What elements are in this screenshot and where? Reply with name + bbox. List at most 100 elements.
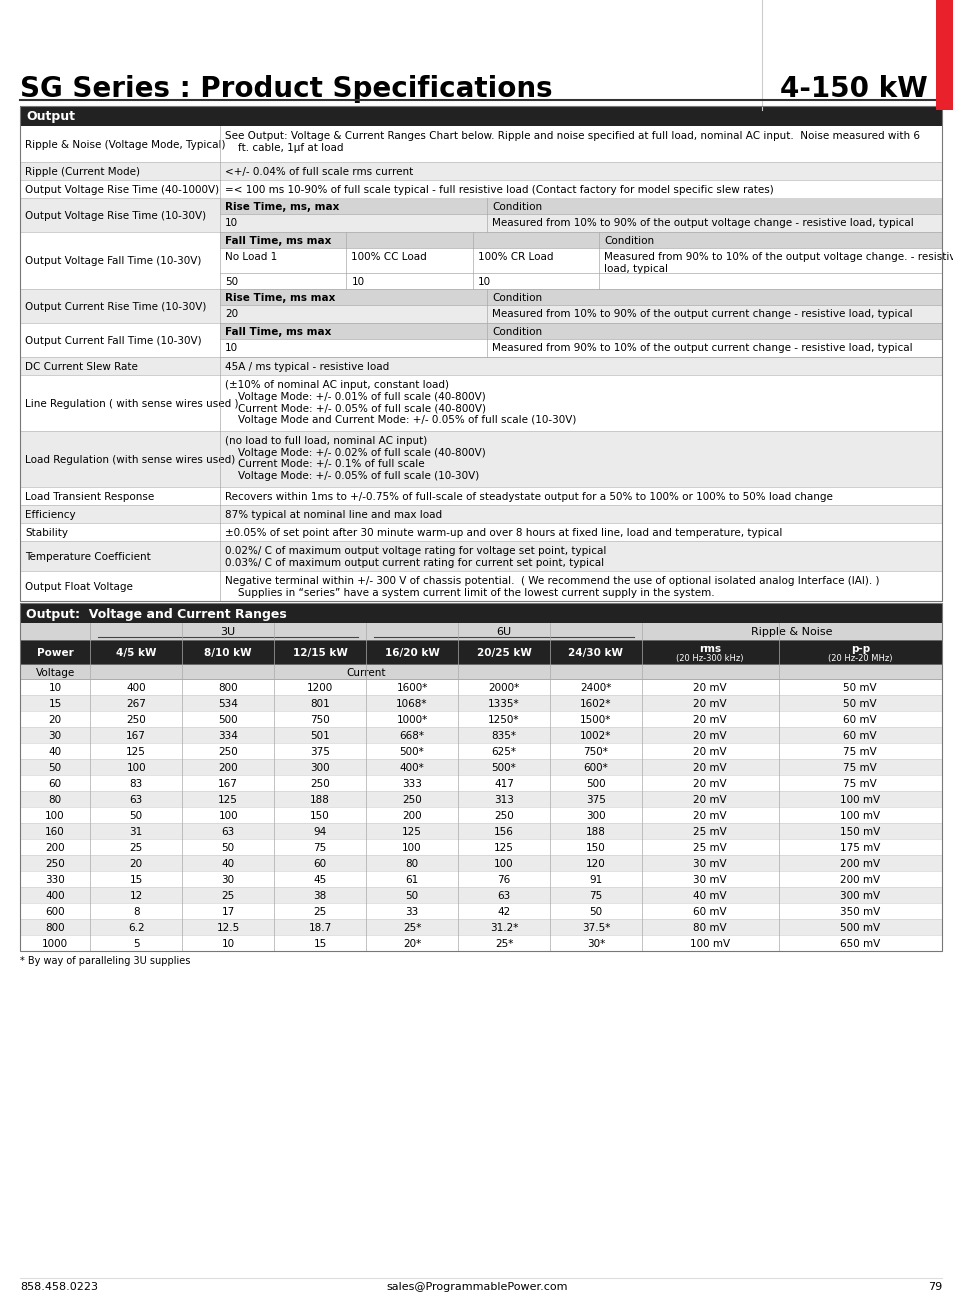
Text: 417: 417 xyxy=(494,779,514,789)
Text: Current: Current xyxy=(346,668,385,678)
Text: 156: 156 xyxy=(494,827,514,837)
Text: 167: 167 xyxy=(218,779,238,789)
Bar xyxy=(20,935,941,951)
Bar xyxy=(220,339,941,357)
Text: 20: 20 xyxy=(130,859,143,869)
Text: 200 mV: 200 mV xyxy=(840,859,880,869)
Text: 200 mV: 200 mV xyxy=(840,875,880,885)
Text: 1250*: 1250* xyxy=(488,715,519,725)
Text: rms: rms xyxy=(699,645,720,654)
Text: Fall Time, ms max: Fall Time, ms max xyxy=(225,327,331,337)
Text: 63: 63 xyxy=(497,891,510,901)
Text: 6.2: 6.2 xyxy=(128,923,144,933)
Text: (20 Hz-20 MHz): (20 Hz-20 MHz) xyxy=(827,654,892,663)
Text: 91: 91 xyxy=(589,875,602,885)
Text: Condition: Condition xyxy=(603,236,654,246)
Text: See Output: Voltage & Current Ranges Chart below. Ripple and noise specified at : See Output: Voltage & Current Ranges Cha… xyxy=(225,131,919,153)
Text: 250: 250 xyxy=(126,715,146,725)
Text: 42: 42 xyxy=(497,907,510,917)
Text: 668*: 668* xyxy=(399,732,424,741)
Text: Load Transient Response: Load Transient Response xyxy=(25,492,154,502)
Text: 375: 375 xyxy=(585,795,605,805)
Text: 1500*: 1500* xyxy=(579,715,611,725)
Text: 83: 83 xyxy=(130,779,143,789)
Text: Output Voltage Rise Time (40-1000V): Output Voltage Rise Time (40-1000V) xyxy=(25,185,219,195)
Text: 79: 79 xyxy=(926,1281,941,1292)
Text: 94: 94 xyxy=(314,827,326,837)
Text: <+/- 0.04% of full scale rms current: <+/- 0.04% of full scale rms current xyxy=(225,167,413,176)
Text: Output Float Voltage: Output Float Voltage xyxy=(25,582,132,591)
Text: 835*: 835* xyxy=(491,732,516,741)
Text: Measured from 10% to 90% of the output current change - resistive load, typical: Measured from 10% to 90% of the output c… xyxy=(492,309,912,319)
Text: 76: 76 xyxy=(497,875,510,885)
Text: 100: 100 xyxy=(402,843,421,853)
Text: 250: 250 xyxy=(45,859,65,869)
Bar xyxy=(20,571,941,601)
Text: Load Regulation (with sense wires used): Load Regulation (with sense wires used) xyxy=(25,455,235,466)
Text: 30 mV: 30 mV xyxy=(693,859,726,869)
Text: 600*: 600* xyxy=(583,763,608,773)
Bar xyxy=(220,198,941,214)
Text: 25 mV: 25 mV xyxy=(693,843,726,853)
Text: 63: 63 xyxy=(221,827,234,837)
Text: 1200: 1200 xyxy=(307,684,333,693)
Text: 100 mV: 100 mV xyxy=(840,795,880,805)
Text: 5: 5 xyxy=(132,939,139,949)
Text: 1068*: 1068* xyxy=(395,699,427,709)
Text: 20 mV: 20 mV xyxy=(693,732,726,741)
Bar xyxy=(20,776,941,791)
Text: 20*: 20* xyxy=(402,939,420,949)
Text: 1602*: 1602* xyxy=(579,699,611,709)
Text: 375: 375 xyxy=(310,747,330,757)
Bar xyxy=(220,214,941,232)
Text: 801: 801 xyxy=(310,699,330,709)
Text: Measured from 90% to 10% of the output current change - resistive load, typical: Measured from 90% to 10% of the output c… xyxy=(492,342,912,353)
Text: 175 mV: 175 mV xyxy=(840,843,880,853)
Text: 625*: 625* xyxy=(491,747,516,757)
Bar xyxy=(20,431,941,486)
Text: =< 100 ms 10-90% of full scale typical - full resistive load (Contact factory fo: =< 100 ms 10-90% of full scale typical -… xyxy=(225,185,773,195)
Text: p-p: p-p xyxy=(850,645,869,654)
Text: 267: 267 xyxy=(126,699,146,709)
Text: 60 mV: 60 mV xyxy=(693,907,726,917)
Text: 20 mV: 20 mV xyxy=(693,795,726,805)
Text: 800: 800 xyxy=(218,684,237,693)
Text: Condition: Condition xyxy=(492,327,541,337)
Bar xyxy=(20,603,941,623)
Text: 12/15 kW: 12/15 kW xyxy=(293,648,347,658)
Text: 100% CR Load: 100% CR Load xyxy=(477,252,553,262)
Text: Ripple & Noise (Voltage Mode, Typical): Ripple & Noise (Voltage Mode, Typical) xyxy=(25,140,225,150)
Text: 60 mV: 60 mV xyxy=(842,715,876,725)
Text: 500*: 500* xyxy=(491,763,516,773)
Bar xyxy=(20,623,941,639)
Text: Output:  Voltage and Current Ranges: Output: Voltage and Current Ranges xyxy=(26,608,287,621)
Text: 313: 313 xyxy=(494,795,514,805)
Text: 20 mV: 20 mV xyxy=(693,747,726,757)
Text: 30: 30 xyxy=(221,875,234,885)
Text: 75: 75 xyxy=(314,843,326,853)
Text: 50: 50 xyxy=(589,907,602,917)
Text: (20 Hz-300 kHz): (20 Hz-300 kHz) xyxy=(676,654,743,663)
Text: (±10% of nominal AC input, constant load)
    Voltage Mode: +/- 0.01% of full sc: (±10% of nominal AC input, constant load… xyxy=(225,380,576,425)
Text: 534: 534 xyxy=(218,699,238,709)
Bar xyxy=(20,106,941,126)
Text: 63: 63 xyxy=(130,795,143,805)
Text: 15: 15 xyxy=(49,699,62,709)
Text: 75: 75 xyxy=(589,891,602,901)
Bar xyxy=(20,486,941,505)
Text: 25*: 25* xyxy=(402,923,421,933)
Text: 750: 750 xyxy=(310,715,330,725)
Text: Output Current Fall Time (10-30V): Output Current Fall Time (10-30V) xyxy=(25,336,201,346)
Bar xyxy=(20,839,941,855)
Text: * By way of paralleling 3U supplies: * By way of paralleling 3U supplies xyxy=(20,956,191,966)
Text: 200: 200 xyxy=(218,763,237,773)
Text: 250: 250 xyxy=(218,747,238,757)
Text: 800: 800 xyxy=(45,923,65,933)
Bar xyxy=(20,920,941,935)
Text: 30*: 30* xyxy=(586,939,604,949)
Bar xyxy=(220,248,941,272)
Bar xyxy=(20,541,941,571)
Text: 31.2*: 31.2* xyxy=(489,923,517,933)
Text: 250: 250 xyxy=(494,811,514,821)
Text: 40: 40 xyxy=(49,747,62,757)
